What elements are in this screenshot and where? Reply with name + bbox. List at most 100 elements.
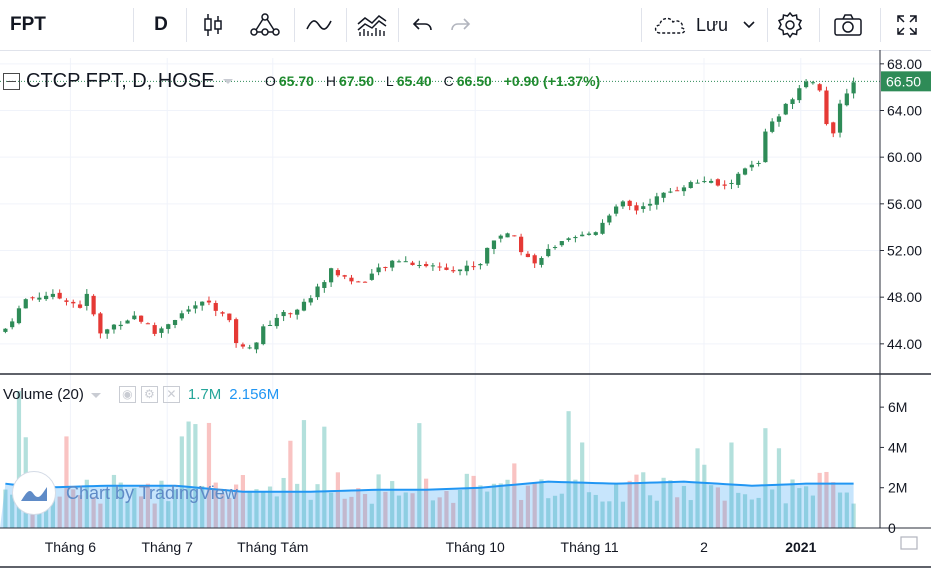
candle <box>152 325 157 334</box>
collapse-legend-icon[interactable] <box>3 72 20 90</box>
candle <box>654 196 659 205</box>
volume-bar <box>505 479 510 528</box>
volume-bar <box>288 440 293 528</box>
volume-bar <box>702 464 707 528</box>
chart-type-area-icon[interactable] <box>356 0 388 50</box>
volume-bar <box>756 497 761 528</box>
candle <box>722 184 727 186</box>
candle <box>831 122 836 134</box>
volume-bar <box>709 485 714 528</box>
legend-title[interactable]: CTCP FPT, D, HOSE <box>26 69 215 92</box>
candle <box>675 190 680 192</box>
gear-icon[interactable]: ⚙ <box>140 386 158 403</box>
volume-bar <box>586 492 592 528</box>
volume-bar <box>654 500 659 528</box>
candle <box>783 103 788 115</box>
interval-button[interactable]: D <box>154 14 168 35</box>
volume-bar <box>790 479 795 528</box>
candle <box>532 255 537 264</box>
volume-bar <box>552 495 558 528</box>
undo-icon[interactable] <box>410 0 434 50</box>
candle <box>607 215 612 223</box>
volume-bar <box>71 489 76 528</box>
price-tick-label: 60.00 <box>887 149 922 165</box>
volume-bar <box>261 491 266 528</box>
symbol-search-button[interactable]: FPT <box>10 14 46 35</box>
caret-down-icon[interactable] <box>90 391 102 399</box>
candle <box>64 300 69 302</box>
caret-down-icon[interactable] <box>221 76 235 86</box>
volume-bar <box>335 472 340 528</box>
candle <box>593 232 598 235</box>
volume-bar <box>390 481 395 528</box>
volume-bar <box>580 442 585 528</box>
volume-bar <box>498 483 503 528</box>
time-tick-label: Tháng 7 <box>142 539 194 555</box>
eye-icon[interactable]: ◉ <box>118 386 136 403</box>
candle <box>267 325 273 327</box>
cloud-icon <box>654 17 686 34</box>
candle <box>770 121 775 132</box>
volume-bar <box>329 492 334 528</box>
volume-bar <box>620 501 625 528</box>
low-value: 65.40 <box>396 73 432 89</box>
candle <box>464 265 469 272</box>
volume-bar <box>322 426 327 528</box>
time-tick-label: Tháng 6 <box>45 539 97 555</box>
volume-bar <box>342 498 347 528</box>
candle <box>206 300 212 303</box>
candle <box>37 297 42 300</box>
volume-bar <box>64 436 69 528</box>
candle <box>512 235 517 237</box>
volume-value: 1.7M <box>187 386 222 403</box>
volume-bar <box>376 474 381 528</box>
candle <box>430 265 435 267</box>
redo-icon[interactable] <box>449 0 473 50</box>
toolbar-divider <box>186 8 187 42</box>
settings-gear-icon[interactable] <box>775 0 805 50</box>
volume-bar <box>118 482 123 528</box>
volume-bar <box>50 496 55 528</box>
candle-style-icon[interactable] <box>200 0 226 50</box>
volume-bar <box>627 480 632 528</box>
toolbar-divider <box>294 8 295 42</box>
volume-bar <box>804 486 809 528</box>
volume-title[interactable]: Volume (20) <box>3 386 84 403</box>
close-icon[interactable]: ✕ <box>162 386 180 403</box>
volume-bar <box>84 479 89 528</box>
toolbar-divider <box>819 8 820 42</box>
volume-bar <box>831 482 836 528</box>
candle <box>322 282 327 288</box>
toolbar-divider <box>767 8 768 42</box>
price-tick-label: 44.00 <box>887 336 922 352</box>
close-label: C <box>443 73 454 89</box>
candle <box>424 264 429 267</box>
volume-bar <box>485 491 490 528</box>
volume-bar <box>159 480 164 528</box>
volume-bar <box>824 471 829 528</box>
volume-bar <box>240 475 245 528</box>
volume-bar <box>512 463 517 528</box>
candle <box>390 260 395 268</box>
indicators-icon[interactable] <box>248 0 282 50</box>
toolbar-divider <box>880 8 881 42</box>
candle <box>254 342 259 350</box>
candle <box>763 131 768 163</box>
save-button[interactable]: Lưu <box>652 0 764 50</box>
volume-bar <box>179 436 184 528</box>
toolbar: FPT D Lưu <box>0 0 931 51</box>
candle <box>790 99 795 105</box>
candle <box>118 324 123 327</box>
camera-icon[interactable] <box>832 0 864 50</box>
candle <box>234 319 239 344</box>
volume-bar <box>695 448 700 528</box>
compare-icon[interactable] <box>305 0 333 50</box>
volume-ma-line <box>5 480 854 493</box>
time-tick-label: Tháng 11 <box>561 539 619 555</box>
volume-bar <box>57 496 62 528</box>
candle <box>756 162 761 164</box>
tradingview-watermark[interactable]: Chart by TradingView <box>12 471 238 515</box>
volume-bar <box>810 495 815 528</box>
fullscreen-icon[interactable] <box>894 0 920 50</box>
candle <box>111 324 117 330</box>
